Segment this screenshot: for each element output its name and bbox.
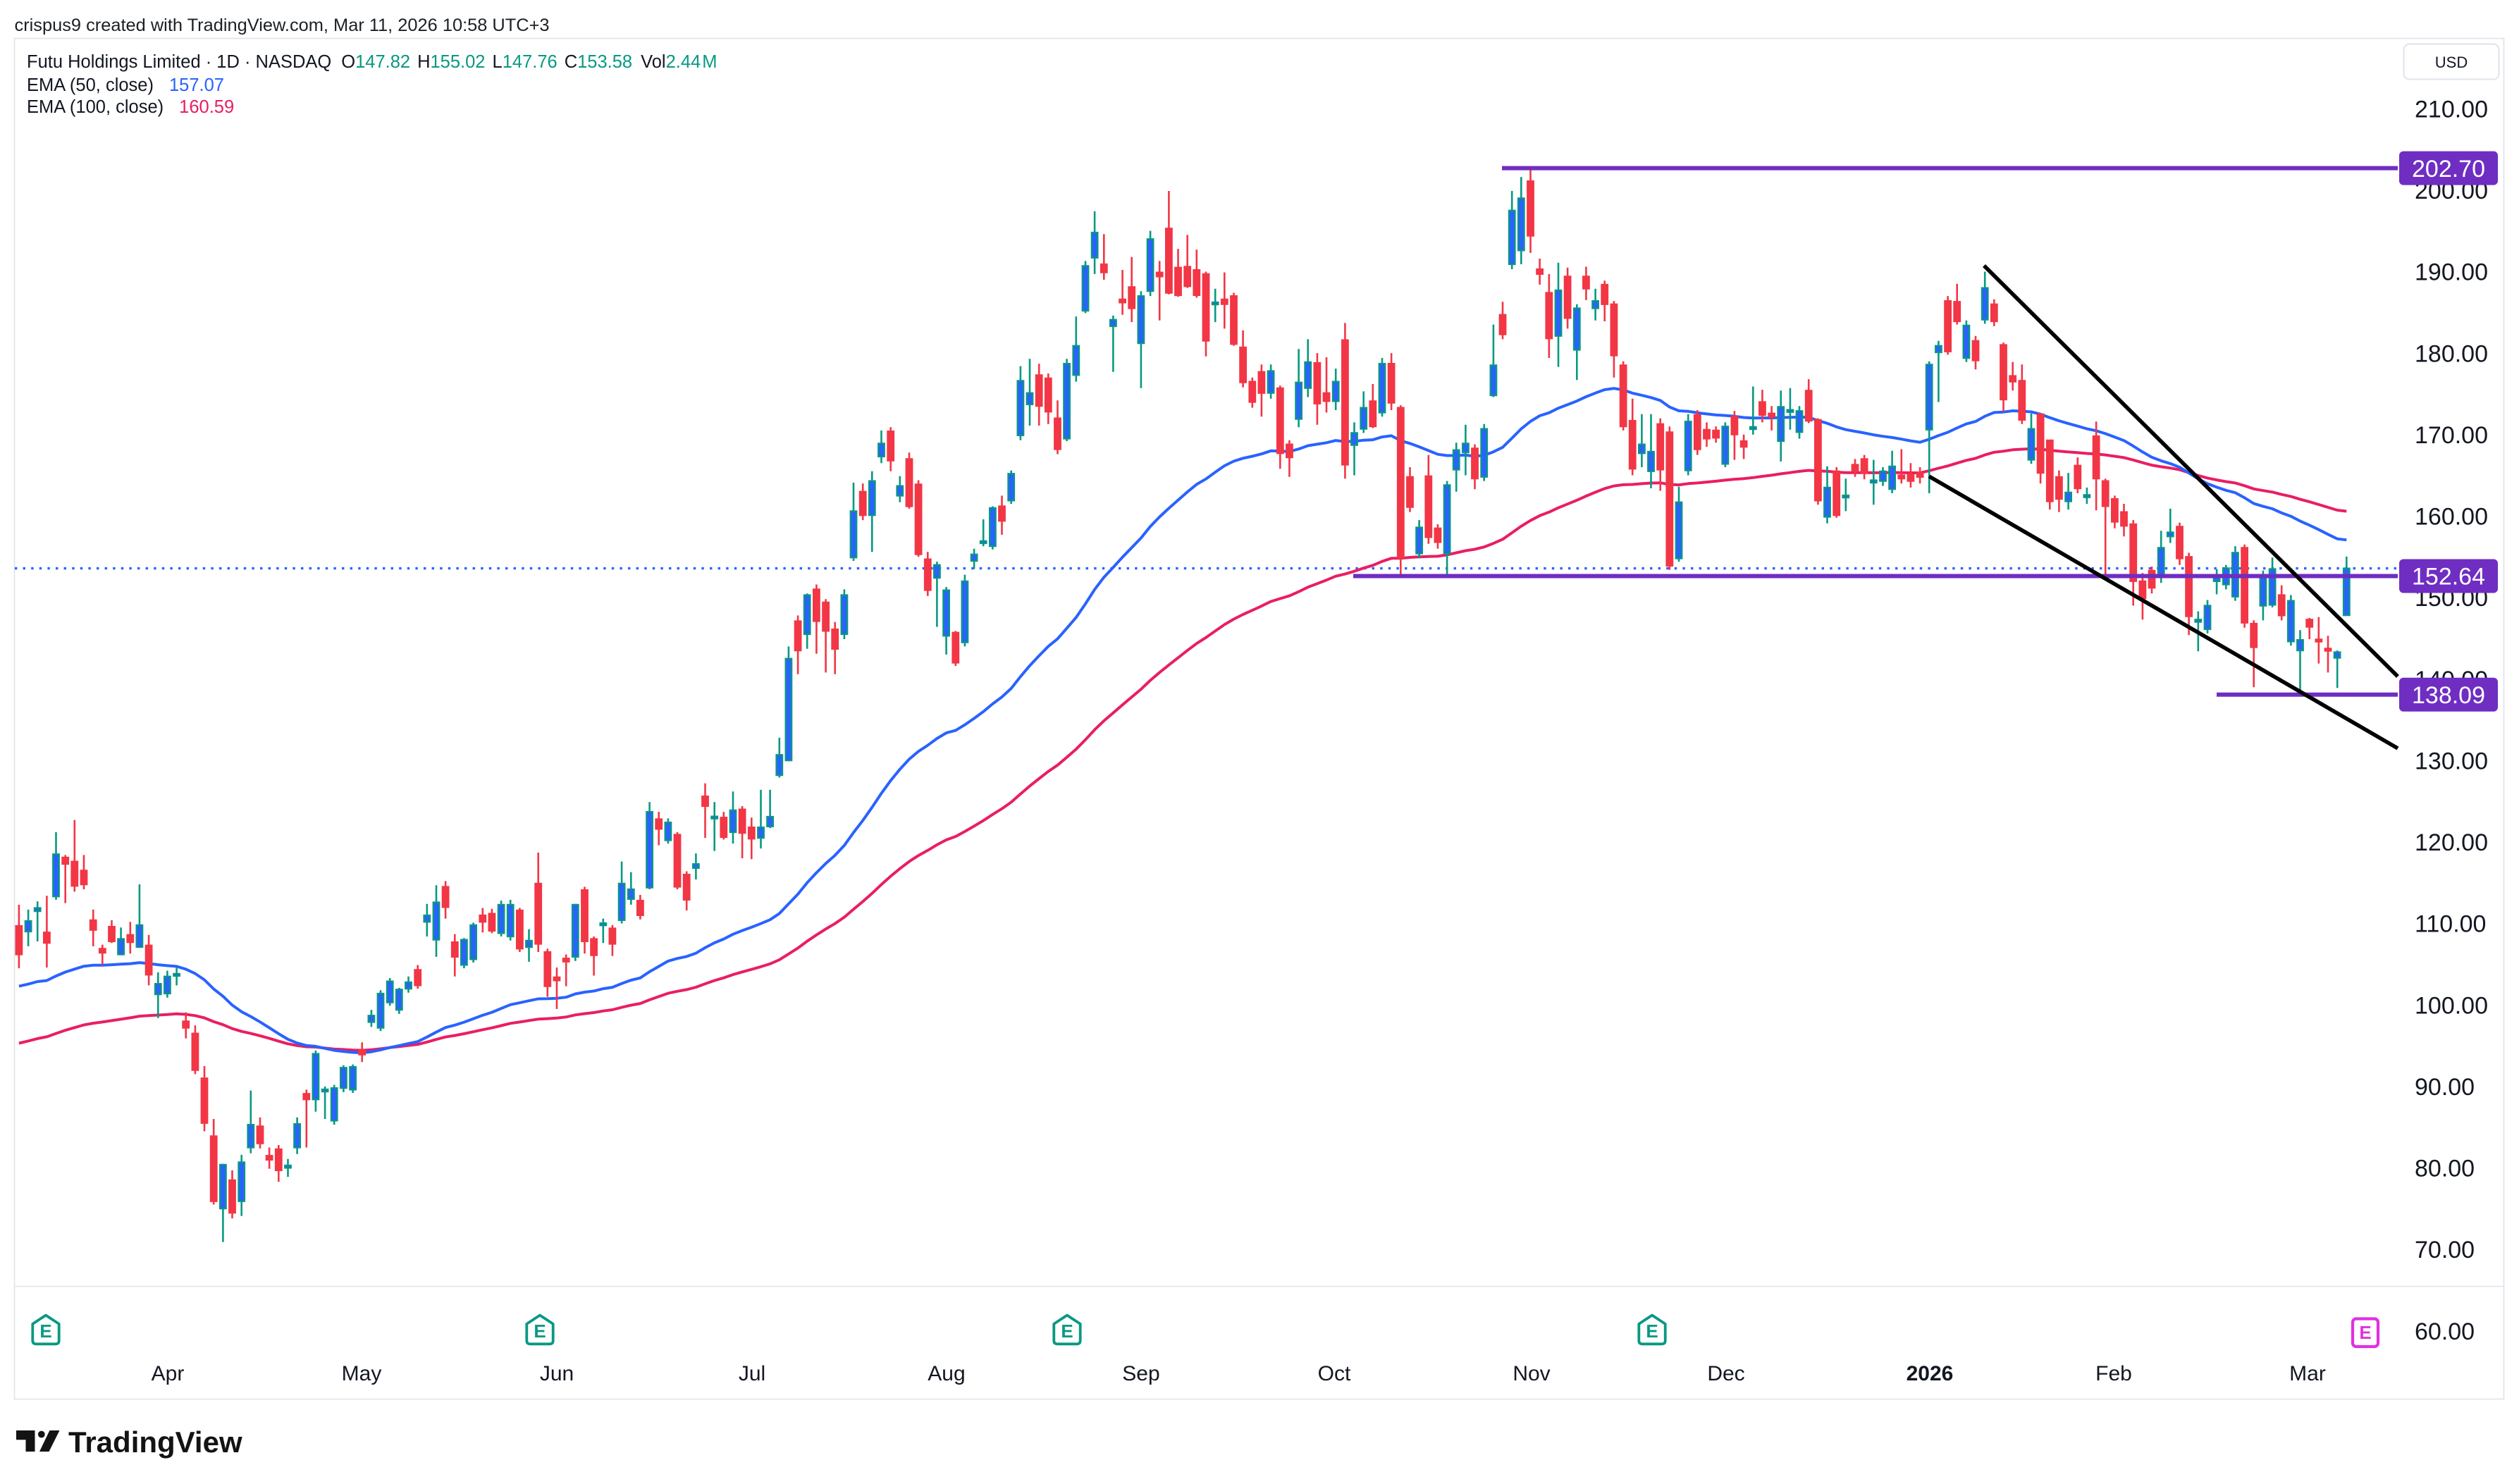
svg-text:Futu Holdings Limited · 1D · N: Futu Holdings Limited · 1D · NASDAQ O147.… — [27, 52, 717, 72]
svg-text:EMA (100, close)160.59: EMA (100, close) 160.59 — [27, 97, 234, 117]
svg-text:crispus9 created with TradingV: crispus9 created with TradingView.com, M… — [15, 16, 550, 35]
svg-text:120.00: 120.00 — [2415, 829, 2488, 856]
svg-text:TradingView: TradingView — [68, 1426, 242, 1459]
svg-text:210.00: 210.00 — [2415, 96, 2488, 123]
svg-text:202.70: 202.70 — [2412, 156, 2485, 183]
svg-text:Dec: Dec — [1707, 1362, 1744, 1385]
svg-text:E: E — [39, 1321, 51, 1342]
svg-text:Jun: Jun — [540, 1362, 574, 1385]
svg-text:Jul: Jul — [739, 1362, 765, 1385]
svg-text:EMA (50, close)157.07: EMA (50, close) 157.07 — [27, 75, 224, 95]
svg-text:70.00: 70.00 — [2415, 1237, 2475, 1263]
svg-text:100.00: 100.00 — [2415, 992, 2488, 1019]
svg-text:110.00: 110.00 — [2415, 911, 2486, 938]
svg-text:160.00: 160.00 — [2415, 504, 2488, 531]
svg-text:90.00: 90.00 — [2415, 1074, 2475, 1101]
svg-text:Aug: Aug — [928, 1362, 965, 1385]
svg-text:E: E — [534, 1321, 546, 1342]
svg-text:Feb: Feb — [2095, 1362, 2132, 1385]
svg-text:Oct: Oct — [1318, 1362, 1351, 1385]
svg-text:80.00: 80.00 — [2415, 1156, 2475, 1182]
svg-text:E: E — [1646, 1321, 1658, 1342]
svg-text:E: E — [1061, 1321, 1073, 1342]
svg-text:May: May — [342, 1362, 382, 1385]
svg-text:Apr: Apr — [152, 1362, 185, 1385]
svg-text:E: E — [2359, 1322, 2371, 1343]
svg-text:130.00: 130.00 — [2415, 748, 2488, 775]
svg-text:152.64: 152.64 — [2412, 564, 2485, 590]
svg-text:170.00: 170.00 — [2415, 422, 2488, 449]
svg-text:Nov: Nov — [1513, 1362, 1550, 1385]
svg-text:138.09: 138.09 — [2412, 682, 2485, 709]
svg-text:180.00: 180.00 — [2415, 340, 2488, 367]
svg-text:2026: 2026 — [1907, 1362, 1954, 1385]
svg-text:60.00: 60.00 — [2415, 1318, 2475, 1345]
svg-text:USD: USD — [2435, 54, 2468, 71]
svg-text:190.00: 190.00 — [2415, 259, 2488, 286]
svg-text:Sep: Sep — [1122, 1362, 1159, 1385]
svg-text:Mar: Mar — [2289, 1362, 2326, 1385]
